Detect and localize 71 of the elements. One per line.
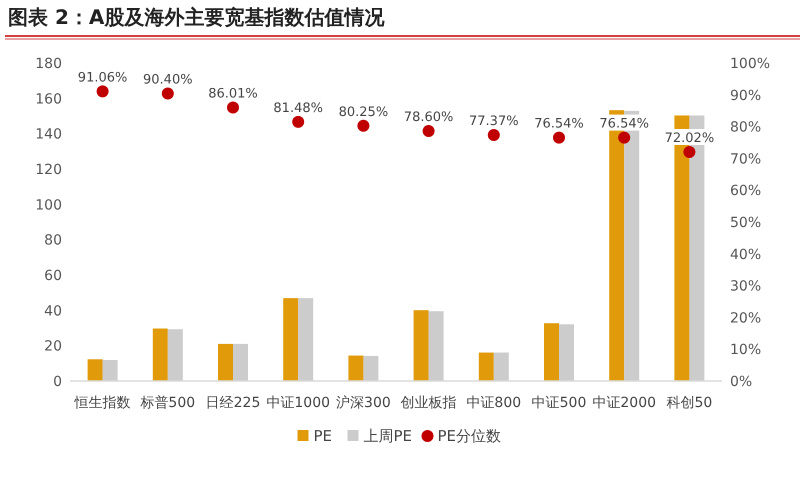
point [553,132,565,144]
y2-tick-label: 40% [730,246,762,263]
chart-title: 图表 2：A股及海外主要宽基指数估值情况 [8,5,386,29]
bar [414,310,429,381]
bar [233,344,248,381]
y2-tick-label: 70% [730,151,762,168]
y-tick-label: 80 [44,232,62,249]
y2-tick-label: 30% [730,278,762,295]
x-tick-label: 沪深300 [336,395,391,411]
y-tick-label: 20 [44,338,62,355]
y-tick-label: 0 [53,374,62,390]
data-label: 91.06% [78,70,128,86]
legend-label: PE分位数 [438,427,502,445]
data-label: 90.40% [143,72,193,88]
data-label: 86.01% [208,86,258,102]
y-tick-label: 180 [35,56,62,72]
point [618,132,630,144]
x-tick-label: 标普500 [139,394,196,411]
data-label: 78.60% [404,110,454,126]
bar [363,356,378,381]
point [227,101,239,114]
y-tick-label: 140 [35,126,62,143]
point [162,88,174,100]
legend-label: 上周PE [364,427,412,445]
y-tick-label: 40 [44,303,62,320]
y2-tick-label: 100% [730,56,770,72]
x-tick-label: 中证1000 [266,395,330,411]
data-label: 76.54% [599,116,649,132]
point [357,120,370,132]
data-label: 72.02% [664,130,714,146]
x-tick-label: 中证800 [466,395,522,411]
y2-tick-label: 10% [730,342,762,358]
bar [559,324,574,381]
y2-tick-label: 80% [730,120,762,136]
y2-tick-label: 20% [730,310,762,326]
point [488,128,500,141]
bar [544,323,559,381]
x-tick-label: 科创50 [666,395,712,411]
y2-tick-label: 0% [730,374,752,390]
x-tick-label: 中证2000 [592,395,656,411]
point [422,125,435,138]
x-tick-label: 中证500 [532,395,586,411]
data-label: 81.48% [273,100,323,116]
y2-tick-label: 90% [730,88,762,104]
bar [152,328,168,381]
y-tick-label: 160 [35,91,62,108]
bar [428,311,444,381]
y-tick-label: 60 [44,268,62,284]
x-tick-label: 创业板指 [400,395,457,411]
bar [168,329,183,381]
y-tick-label: 100 [35,197,62,214]
bar [283,298,298,381]
y2-tick-label: 60% [730,183,762,200]
x-tick-label: 日经225 [206,395,260,411]
data-label: 76.54% [534,116,584,132]
y2-tick-label: 50% [730,215,762,231]
legend-label: PE [314,427,332,445]
bar [478,352,494,381]
bar [298,298,314,381]
bar [494,352,509,381]
point [96,85,109,98]
x-tick-label: 恒生指数 [74,395,131,411]
point [683,146,696,158]
bar [88,359,103,381]
data-label: 77.37% [469,114,519,129]
y-tick-label: 120 [35,162,62,178]
bar [218,344,233,381]
bar [348,356,364,381]
bar [102,360,118,381]
data-label: 80.25% [338,104,388,120]
point [292,116,304,128]
